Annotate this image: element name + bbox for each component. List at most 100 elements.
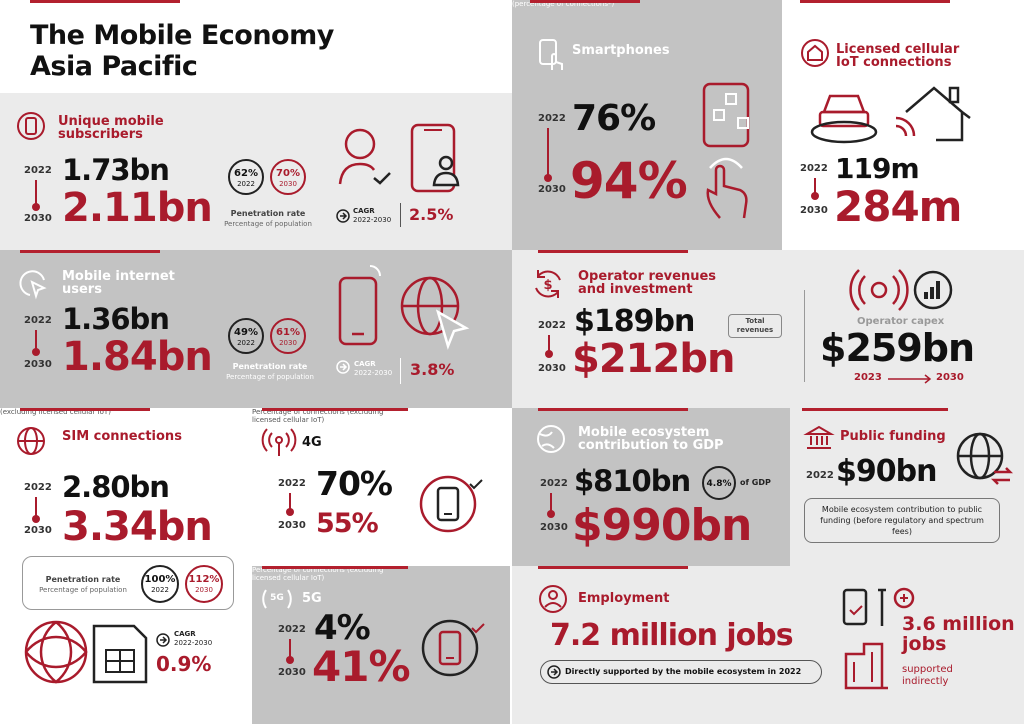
year-2022: 2022 — [278, 624, 306, 635]
penetration-2030-badge: 61% 2030 — [270, 318, 306, 354]
panel-rule — [262, 408, 408, 411]
smartphone-tap-icon — [702, 82, 750, 219]
pen-year: 2030 — [279, 339, 297, 347]
mobile-wifi-icon — [338, 265, 381, 346]
cagr-label: CAGR 2022-2030 — [174, 630, 212, 648]
iot-2022-value: 119m — [835, 152, 920, 185]
cagr-arrow-icon — [336, 360, 350, 374]
year-2022: 2022 — [540, 478, 568, 489]
globe-exchange-icon — [956, 432, 1014, 485]
capex-value: $259bn — [820, 326, 975, 370]
iot-title: Licensed cellular IoT connections — [836, 42, 960, 70]
internet-2030-value: 1.84bn — [62, 334, 213, 380]
pen-value: 49% — [234, 327, 258, 338]
pen-value: 62% — [234, 168, 258, 179]
panel-4g: 4G Percentage of connections (excluding … — [252, 408, 510, 566]
timeline — [35, 180, 37, 206]
header-accent-rule — [30, 0, 180, 3]
panel-rule — [538, 250, 688, 253]
sim-2030-value: 3.34bn — [62, 504, 213, 550]
year-2022: 2022 — [538, 113, 566, 124]
mobile-check-icon — [419, 475, 483, 533]
pen-sub-text: Percentage of population — [226, 373, 314, 381]
panel-iot: Licensed cellular IoT connections 2022 2… — [782, 0, 1024, 250]
total-revenues-badge: Total revenues — [728, 314, 782, 338]
svg-text:$: $ — [543, 278, 552, 293]
g5-subtitle: Percentage of connections (excluding lic… — [252, 566, 384, 582]
5g-icon-label: 5G — [270, 593, 284, 603]
funding-note: Mobile ecosystem contribution to public … — [804, 498, 1000, 543]
subscriber-phone-icon — [17, 112, 45, 140]
penetration-2022-badge: 100% 2022 — [141, 565, 179, 603]
panel-rule — [262, 566, 408, 569]
employment-value: 7.2 million jobs — [550, 618, 794, 653]
timeline-dot — [811, 192, 819, 200]
year-2022: 2022 — [538, 320, 566, 331]
revenues-title: Operator revenues and investment — [578, 269, 717, 297]
indirect-jobs-value: 3.6 million jobs — [902, 613, 1015, 655]
g4-2030-value: 55% — [316, 508, 379, 539]
globe-sim-card-icon — [24, 620, 148, 684]
panel-public-funding: Public funding 2022 $90bn Mobile ecosyst… — [790, 408, 1024, 566]
timeline — [547, 128, 549, 178]
arrow-right-icon — [888, 374, 932, 384]
cagr-value: 0.9% — [156, 652, 212, 676]
penetration-2030-badge: 112% 2030 — [185, 565, 223, 603]
pen-sub-text: Percentage of population — [39, 586, 127, 594]
g5-2022-value: 4% — [314, 608, 371, 648]
capex-to-year: 2030 — [936, 372, 964, 383]
timeline — [289, 493, 291, 513]
penetration-2022-badge: 62% 2022 — [228, 159, 264, 195]
pen-value: 61% — [276, 327, 300, 338]
cagr-value: 2.5% — [409, 205, 454, 224]
worker-icon — [539, 585, 567, 613]
year-2030: 2030 — [278, 520, 306, 531]
timeline-dot — [32, 203, 40, 211]
timeline — [35, 497, 37, 519]
year-2022: 2022 — [800, 163, 828, 174]
smartphones-2022-value: 76% — [572, 98, 656, 139]
panel-gdp: Mobile ecosystem contribution to GDP 202… — [512, 408, 790, 566]
year-2022: 2022 — [806, 470, 834, 481]
divider — [804, 290, 805, 382]
pen-value: 70% — [276, 168, 300, 179]
year-2030: 2030 — [24, 525, 52, 536]
panel-sim-connections: SIM connections (excluding licensed cell… — [0, 408, 252, 724]
timeline — [548, 335, 550, 355]
pen-year: 2022 — [237, 339, 255, 347]
penetration-label: Penetration rate Percentage of population — [218, 362, 322, 382]
cagr-label: CAGR 2022-2030 — [353, 207, 391, 225]
funding-value: $90bn — [836, 454, 937, 489]
connected-car-home-icon — [810, 86, 971, 144]
dollar-cycle-icon: $ — [535, 270, 561, 298]
timeline-dot — [32, 348, 40, 356]
year-2022: 2022 — [278, 478, 306, 489]
timeline-dot — [544, 174, 552, 182]
subscribers-title: Unique mobile subscribers — [58, 114, 164, 142]
g5-2030-value: 41% — [312, 642, 411, 691]
timeline — [289, 639, 291, 661]
year-2022: 2022 — [24, 315, 52, 326]
penetration-2030-badge: 70% 2030 — [270, 159, 306, 195]
timeline-dot — [286, 508, 294, 516]
panel-rule — [20, 250, 160, 253]
arrow-circle-icon — [547, 665, 561, 679]
cagr-period: 2022-2030 — [174, 639, 213, 647]
revenues-2022-value: $189bn — [574, 304, 695, 339]
panel-employment: Employment 7.2 million jobs Directly sup… — [512, 566, 1024, 724]
timeline — [35, 330, 37, 352]
pen-year: 2022 — [237, 180, 255, 188]
cursor-icon — [19, 270, 47, 300]
g4-subtitle: Percentage of connections (excluding lic… — [252, 408, 384, 424]
penetration-label: Penetration rate Percentage of population — [31, 575, 135, 595]
internet-2022-value: 1.36bn — [62, 302, 170, 336]
employment-title: Employment — [578, 591, 670, 606]
pen-value: 100% — [144, 574, 176, 585]
pen-label-text: Penetration rate — [230, 209, 306, 218]
year-2030: 2030 — [538, 363, 566, 374]
cagr-arrow-icon — [336, 209, 350, 223]
gdp-2030-value: $990bn — [572, 500, 752, 551]
funding-title: Public funding — [840, 429, 946, 444]
sim-2022-value: 2.80bn — [62, 470, 170, 504]
5g-badge-icon: 5G — [262, 586, 292, 612]
